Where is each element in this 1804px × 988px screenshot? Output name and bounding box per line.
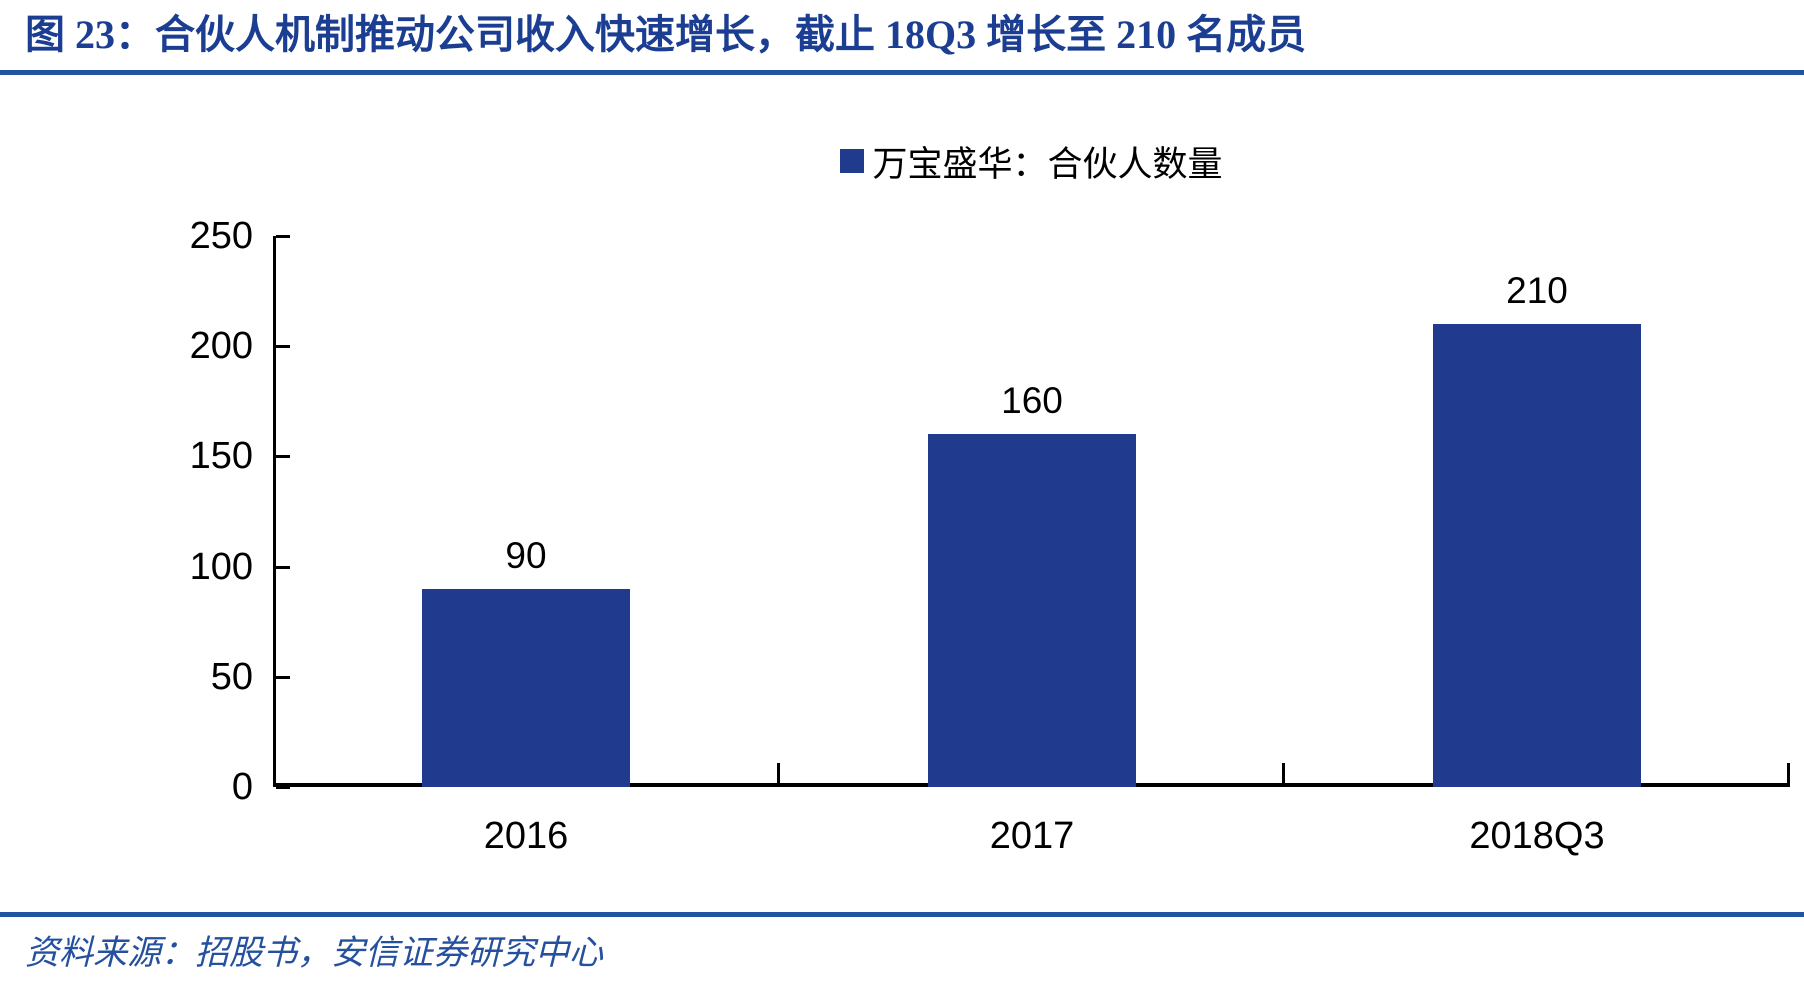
y-axis-tick-150: [276, 455, 290, 459]
figure-title: 图 23：合伙人机制推动公司收入快速增长，截止 18Q3 增长至 210 名成员: [25, 12, 1307, 57]
y-axis-tick-50: [276, 675, 290, 679]
footer-divider-line: [0, 912, 1804, 917]
y-axis-label-100: 100: [189, 545, 253, 588]
bar-2018Q3: [1433, 324, 1641, 787]
x-axis-label-2018Q3: 2018Q3: [1469, 815, 1605, 857]
data-label-2018Q3: 210: [1506, 270, 1568, 311]
data-label-2016: 90: [505, 535, 547, 576]
chart-legend: 万宝盛华：合伙人数量: [273, 138, 1790, 184]
bar-2017: [928, 434, 1136, 787]
y-axis-tick-0: [276, 786, 290, 789]
y-axis-tick-250: [276, 235, 290, 238]
title-divider-line: [0, 70, 1804, 75]
plot-area: 90 160 210: [273, 235, 1790, 789]
x-axis-tick-1: [777, 763, 780, 783]
legend-square-marker: [840, 149, 865, 173]
bar-2016: [422, 589, 630, 787]
y-axis-label-0: 0: [231, 766, 253, 808]
data-label-2017: 160: [1001, 380, 1063, 421]
legend-series-label: 万宝盛华：合伙人数量: [872, 144, 1223, 184]
y-axis-label-50: 50: [210, 655, 253, 698]
y-axis-label-150: 150: [189, 435, 253, 478]
y-axis-line: [273, 236, 276, 787]
y-axis-label-200: 200: [189, 325, 253, 368]
y-axis-tick-100: [276, 565, 290, 569]
x-axis-label-2017: 2017: [989, 815, 1075, 857]
x-axis-tick-2: [1282, 763, 1285, 783]
source-note: 资料来源：招股书，安信证券研究中心: [25, 935, 603, 972]
x-axis-tick-3: [1787, 763, 1790, 783]
x-axis-label-2016: 2016: [483, 815, 569, 857]
y-axis-tick-200: [276, 345, 290, 349]
y-axis-label-250: 250: [189, 215, 253, 257]
